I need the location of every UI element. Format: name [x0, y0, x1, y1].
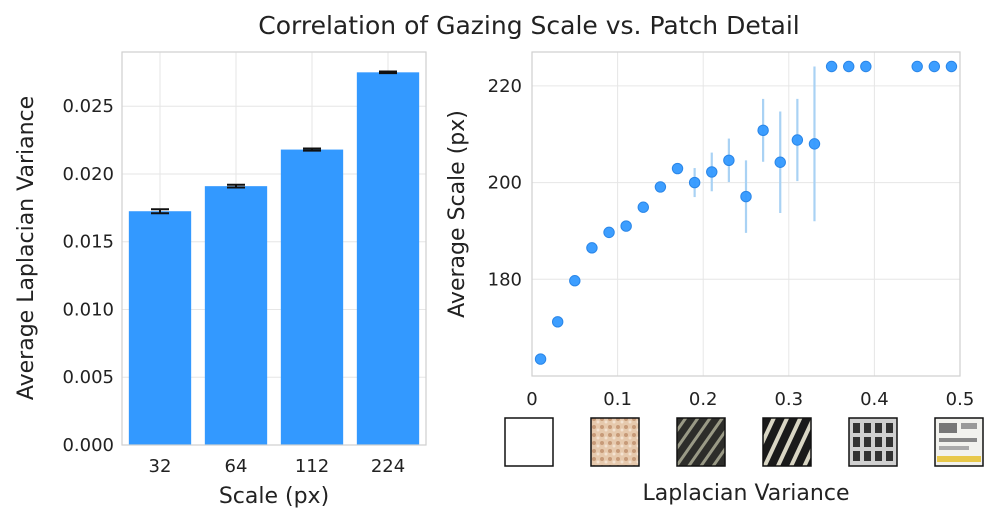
thumbnail-glyph — [864, 451, 871, 461]
thumbnail-glyph — [864, 423, 871, 433]
scatter-y-tick-label: 200 — [488, 173, 522, 194]
bar-chart-x-label: Scale (px) — [219, 484, 329, 509]
thumbnail-diagonal-stripes-dark — [676, 417, 726, 467]
bar-chart-y-tick-label: 0.010 — [62, 299, 114, 320]
scatter-point — [911, 60, 923, 73]
thumbnail-fill — [677, 418, 725, 466]
scatter-point — [671, 162, 684, 175]
thumbnail-border — [934, 417, 984, 467]
scatter-y-tick-label: 220 — [488, 76, 522, 97]
bar-chart-bars — [128, 72, 420, 446]
scatter-y-tick-label: 180 — [488, 269, 522, 290]
thumbnail-strip — [504, 417, 984, 467]
thumbnail-block — [939, 423, 957, 433]
bar-chart-frame — [121, 51, 427, 446]
thumbnail-document-patch — [934, 417, 984, 467]
scatter-point — [928, 60, 941, 73]
thumbnail-beige-texture — [590, 417, 640, 467]
scatter-point — [843, 60, 855, 73]
thumbnail-block — [939, 446, 969, 450]
scatter-panel: 180 200 220 0 0.1 0.2 0.3 0.4 0.5 Laplacian Var… — [445, 51, 984, 506]
thumbnail-glyph — [886, 451, 893, 461]
bar-chart-x-tick-label: 64 — [225, 456, 248, 477]
thumbnail-blank — [504, 417, 554, 467]
scatter-point — [569, 275, 581, 287]
bar-224 — [356, 72, 420, 446]
scatter-frame — [531, 51, 961, 377]
thumbnail-diagonal-stripes-light — [762, 417, 812, 467]
thumbnail-glyph — [886, 437, 893, 447]
thumbnail-text-patch — [848, 417, 898, 467]
thumbnail-glyph — [886, 423, 893, 433]
thumbnail-glyph — [875, 451, 882, 461]
thumbnail-fill — [763, 418, 811, 466]
figure-title: Correlation of Gazing Scale vs. Patch De… — [258, 11, 799, 40]
bar-112 — [280, 149, 344, 445]
scatter-point — [706, 166, 718, 178]
thumbnail-block — [939, 438, 977, 442]
scatter-x-tick-label: 0.5 — [946, 389, 975, 410]
scatter-y-label: Average Scale (px) — [445, 110, 470, 318]
scatter-point — [620, 220, 632, 232]
thumbnail-fill — [591, 418, 639, 466]
bar-chart-x-tick-label: 32 — [149, 456, 172, 477]
bar-32 — [128, 211, 192, 445]
scatter-point — [791, 134, 804, 146]
thumbnail-glyph — [875, 423, 882, 433]
scatter-errorbars — [693, 66, 816, 233]
scatter-y-ticks: 180 200 220 — [488, 76, 522, 290]
scatter-point — [808, 138, 821, 150]
scatter-x-tick-label: 0.2 — [689, 389, 718, 410]
scatter-point — [860, 60, 872, 73]
bar-chart-y-label: Average Laplacian Variance — [14, 96, 39, 400]
bar-chart-y-tick-label: 0.020 — [62, 164, 114, 185]
bar-chart-y-tick-label: 0.025 — [62, 96, 114, 117]
thumbnail-fill — [505, 418, 553, 466]
scatter-point — [774, 156, 786, 168]
scatter-point — [637, 201, 649, 213]
bar-64 — [204, 186, 268, 446]
thumbnail-glyph — [864, 437, 871, 447]
thumbnail-block — [961, 423, 977, 429]
bar-chart-x-tick-label: 224 — [371, 456, 405, 477]
bar-chart-y-ticks: 0.000 0.005 0.010 0.015 0.020 0.025 — [62, 96, 114, 456]
scatter-x-tick-label: 0 — [526, 389, 537, 410]
thumbnail-border — [762, 417, 812, 467]
thumbnail-border — [590, 417, 640, 467]
thumbnail-glyph — [853, 437, 860, 447]
scatter-point — [723, 154, 735, 167]
thumbnail-border — [848, 417, 898, 467]
bar-chart-panel: 0.000 0.005 0.010 0.015 0.020 0.025 32 64 112 22… — [14, 51, 427, 509]
scatter-point — [688, 176, 701, 189]
thumbnail-border — [676, 417, 726, 467]
scatter-point — [825, 60, 838, 73]
bar-chart-errorbars — [151, 70, 397, 215]
thumbnail-border — [504, 417, 554, 467]
scatter-point — [603, 226, 615, 239]
scatter-point — [757, 124, 769, 137]
scatter-point — [945, 60, 958, 73]
bar-chart-x-ticks: 32 64 112 224 — [149, 456, 406, 477]
scatter-point — [586, 242, 598, 254]
scatter-x-tick-label: 0.3 — [774, 389, 803, 410]
thumbnail-glyph — [853, 451, 860, 461]
bar-chart-y-tick-label: 0.005 — [62, 367, 114, 388]
scatter-x-tick-label: 0.1 — [603, 389, 632, 410]
bar-chart-x-tick-label: 112 — [295, 456, 329, 477]
scatter-points — [534, 60, 958, 365]
scatter-x-tick-label: 0.4 — [860, 389, 889, 410]
scatter-point — [740, 190, 752, 203]
bar-chart-y-tick-label: 0.015 — [62, 232, 114, 253]
scatter-x-label: Laplacian Variance — [643, 481, 850, 506]
scatter-point — [534, 353, 547, 365]
scatter-point — [654, 181, 667, 193]
scatter-point — [551, 316, 564, 328]
thumbnail-glyph — [853, 423, 860, 433]
thumbnail-glyph — [875, 437, 882, 447]
thumbnail-block — [937, 456, 981, 462]
bar-chart-y-tick-label: 0.000 — [62, 435, 114, 456]
scatter-x-ticks: 0 0.1 0.2 0.3 0.4 0.5 — [526, 389, 974, 410]
